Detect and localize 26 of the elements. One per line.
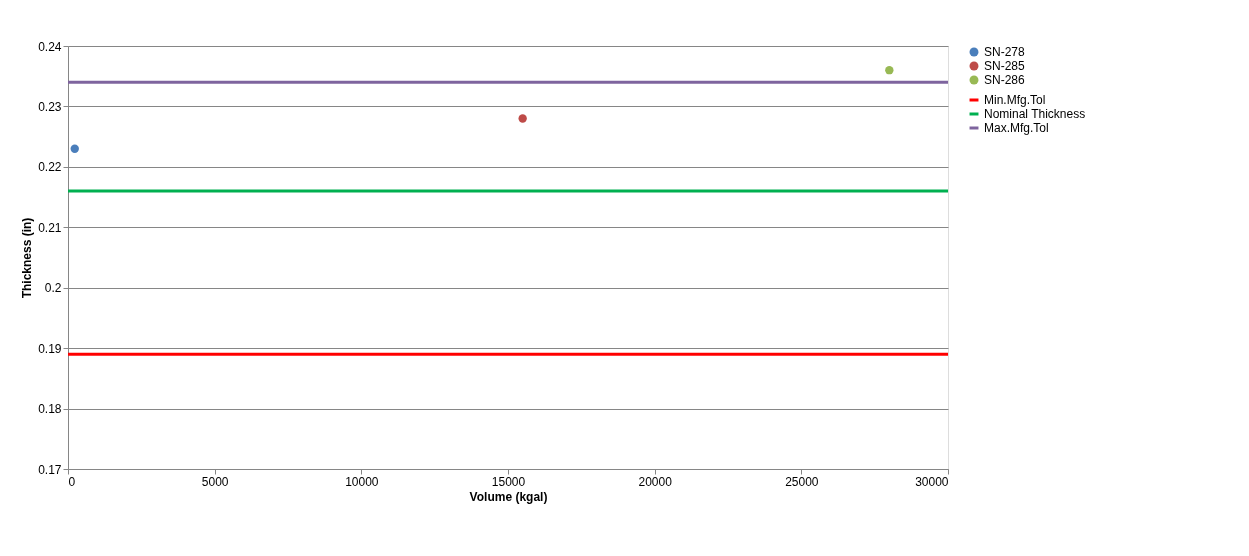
legend-label: SN-285 [984, 59, 1026, 73]
y-tick-label: 0.2 [44, 281, 62, 296]
legend-label: Max.Mfg.Tol [984, 121, 1049, 135]
point [70, 144, 79, 153]
x-tick-label: 10000 [345, 474, 379, 489]
legend-label: SN-286 [984, 73, 1026, 87]
y-axis-title: Thickness (in) [20, 217, 35, 299]
y-tick-label: 0.22 [38, 160, 62, 175]
y-tick-label: 0.17 [38, 462, 62, 477]
x-tick-label: 20000 [638, 474, 673, 489]
legend-label: SN-278 [984, 45, 1026, 59]
x-tick-label: 15000 [491, 474, 526, 489]
y-tick-label: 0.24 [38, 39, 62, 54]
y-tick-label: 0.18 [38, 402, 62, 417]
x-axis-title: Volume (kgal) [469, 489, 548, 504]
x-tick-label: 25000 [785, 474, 819, 489]
legend-label: Min.Mfg.Tol [984, 93, 1046, 107]
y-tick-label: 0.23 [38, 99, 62, 114]
point [518, 114, 527, 123]
point [885, 66, 894, 75]
legend-label: Nominal Thickness [984, 107, 1086, 121]
y-tick-label: 0.19 [38, 341, 62, 356]
x-tick-label: 5000 [201, 474, 229, 489]
x-tick-label: 30000 [915, 474, 949, 489]
x-tick-label: 0 [68, 474, 76, 489]
y-tick-label: 0.21 [38, 220, 62, 235]
